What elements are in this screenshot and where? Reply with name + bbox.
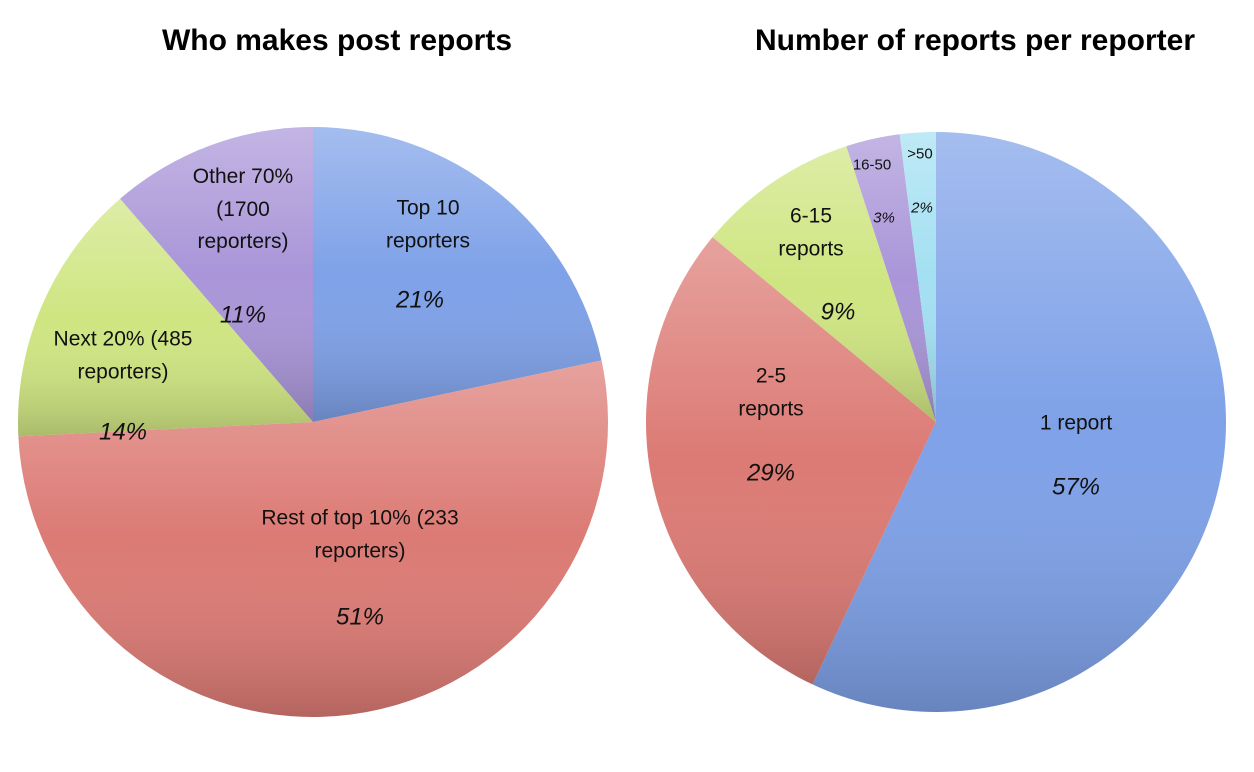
value-label: 21%: [395, 286, 445, 314]
value-label: 51%: [335, 603, 385, 631]
slice-label: Next 20% (485 reporters): [53, 327, 193, 383]
value-label: 2%: [911, 199, 933, 217]
value-label: 11%: [219, 301, 267, 329]
value-label: 57%: [1051, 473, 1101, 501]
chart-title: Who makes post reports: [161, 24, 513, 57]
slice-label: 1 report: [1039, 411, 1113, 435]
slice-label: Top 10 reporters: [385, 196, 471, 252]
slice-label: Other 70% (1700 reporters): [192, 165, 294, 254]
slice-label: Rest of top 10% (233 reporters): [261, 506, 459, 562]
chart-title: Number of reports per reporter: [754, 24, 1196, 57]
value-label: 9%: [820, 298, 856, 326]
value-label: 29%: [746, 459, 796, 487]
slice-label: 6-15 reports: [778, 204, 844, 260]
slice-label: 16-50: [852, 156, 892, 174]
value-label: 14%: [98, 418, 148, 446]
slice-label: 2-5 reports: [738, 364, 804, 420]
slice-label: >50: [907, 145, 933, 163]
value-label: 3%: [873, 209, 895, 227]
